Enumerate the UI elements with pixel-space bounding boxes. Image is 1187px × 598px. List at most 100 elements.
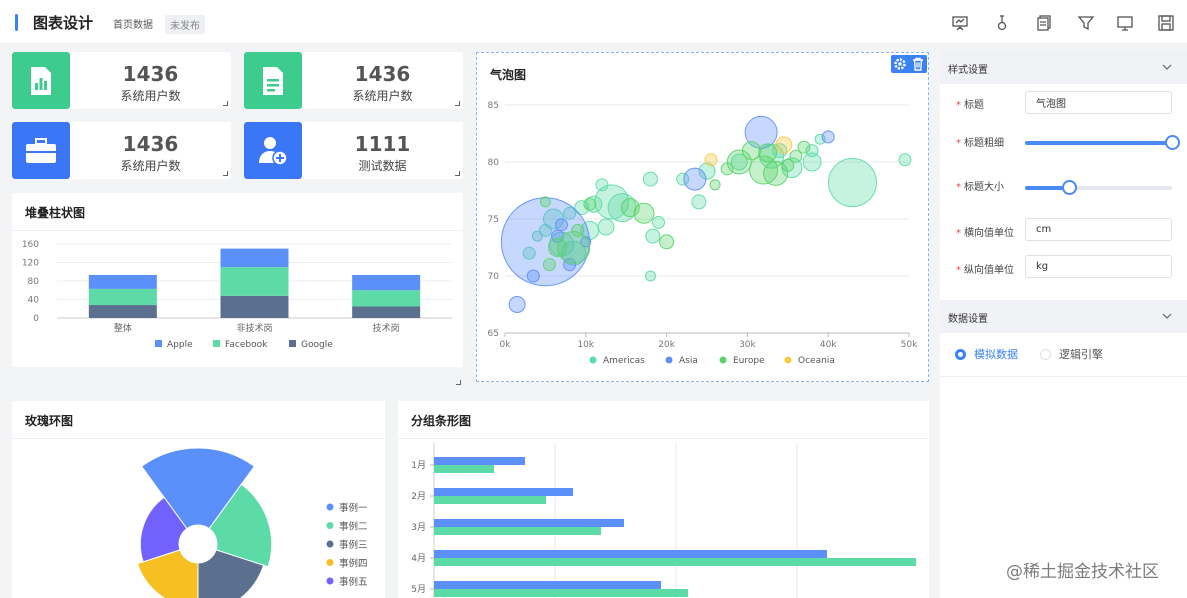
save-icon[interactable]: [1157, 14, 1175, 32]
y-tick-label: 0: [33, 314, 39, 324]
radio-dot: [1040, 348, 1051, 360]
resize-handle[interactable]: [223, 101, 228, 106]
y-tick-label: 40: [28, 296, 40, 306]
legend-swatch: [326, 540, 334, 548]
title-accent-bar: [15, 14, 18, 31]
title-weight-slider[interactable]: [1025, 135, 1180, 151]
x-tick-label: 40k: [820, 340, 837, 350]
bubble-chart: 65 70 75 80 85 0k 10k 20k 30k 40k 50k Americas Asia E…: [488, 101, 919, 366]
layers-icon[interactable]: [1035, 14, 1053, 32]
settings-icon[interactable]: [893, 57, 907, 71]
bubble-point: [531, 230, 543, 242]
bar: [434, 496, 546, 504]
stacked-bar-panel[interactable]: 堆叠柱状图 0 40 80 120 160 整体 非技术岗 技术岗 Apple Facebook G…: [12, 193, 463, 367]
stat-value: 1436: [354, 62, 411, 86]
rose-slice: [139, 496, 188, 563]
x-tick-label: 50k: [901, 340, 918, 350]
filter-icon[interactable]: [1077, 14, 1095, 32]
bubble-chart-panel[interactable]: 气泡图 65 70 75 80 85 0k 10k 20k 30k 40k 50k Americas A…: [476, 52, 929, 382]
x-tick-label: 技术岗: [373, 322, 400, 334]
divider: [12, 438, 385, 439]
bubble-point: [526, 269, 540, 283]
bubble-point: [741, 141, 761, 161]
bubble-point: [500, 197, 590, 287]
y-tick-label: 120: [22, 259, 39, 269]
slider-handle[interactable]: [1164, 135, 1180, 150]
stat-value: 1436: [122, 132, 179, 156]
legend-swatch: [326, 503, 334, 511]
bubble-point: [691, 194, 707, 210]
y-tick-label: 75: [488, 215, 499, 225]
rose-slice: [197, 549, 265, 598]
panel-actions: [891, 55, 927, 73]
bubble-point: [898, 153, 912, 167]
panel-title: 分组条形图: [411, 414, 472, 428]
vertical-unit-input[interactable]: [1025, 255, 1172, 278]
grouped-bar-panel[interactable]: 分组条形图 1月 2月 3月 4月 5月: [398, 401, 929, 598]
bubble-point: [730, 153, 748, 171]
bubble-point: [585, 195, 603, 213]
bar-segment: [220, 248, 289, 268]
x-tick-label: 整体: [114, 322, 132, 334]
bubble-point: [709, 179, 721, 191]
bubble-point: [597, 218, 615, 236]
bubble-point: [720, 162, 734, 176]
brush-icon[interactable]: [993, 14, 1011, 32]
bubble-point: [642, 171, 658, 187]
bubble-point: [781, 158, 795, 172]
style-section-header[interactable]: 样式设置: [940, 51, 1187, 84]
legend-swatch: [289, 340, 296, 347]
x-tick-label: 20k: [658, 340, 675, 350]
legend-label: 事例二: [339, 521, 368, 533]
stat-card[interactable]: 1436 系统用户数: [12, 122, 231, 179]
monitor-icon[interactable]: [1116, 14, 1134, 32]
slider-handle[interactable]: [1061, 180, 1077, 195]
bubble-point: [659, 234, 675, 250]
section-title: 样式设置: [948, 65, 988, 76]
stat-card[interactable]: 1436 系统用户数: [244, 52, 463, 109]
title-input[interactable]: [1025, 91, 1172, 114]
resize-handle[interactable]: [455, 171, 460, 176]
resize-handle[interactable]: [456, 380, 461, 385]
x-tick-label: 30k: [739, 340, 756, 350]
title-size-slider[interactable]: [1025, 180, 1172, 196]
x-tick-label: 非技术岗: [236, 322, 272, 334]
bubble-point: [555, 218, 569, 232]
legend-label: Apple: [167, 340, 193, 350]
resize-handle[interactable]: [223, 171, 228, 176]
bubble-point: [595, 178, 609, 192]
radio-dot: [955, 348, 966, 360]
radio-mock-data[interactable]: 模拟数据: [955, 346, 1018, 362]
divider: [398, 438, 929, 439]
bubble-point: [652, 215, 666, 229]
bar: [434, 550, 827, 558]
bubble-point: [821, 130, 835, 144]
y-tick-label: 1月: [411, 460, 426, 471]
presentation-icon[interactable]: [951, 14, 969, 32]
stat-label: 测试数据: [358, 159, 407, 173]
bubble-point: [775, 136, 793, 154]
bar-segment: [352, 306, 421, 318]
grouped-bar-chart: 1月 2月 3月 4月 5月: [411, 443, 916, 598]
y-tick-label: 70: [488, 272, 500, 282]
rose-chart-panel[interactable]: 玫瑰环图 事例一 事例二 事例三 事例四 事例五: [12, 401, 385, 598]
bubble-point: [744, 115, 778, 149]
legend-label: 事例五: [339, 576, 368, 588]
bar-segment: [88, 288, 157, 306]
section-title: 数据设置: [948, 314, 988, 325]
bar: [434, 581, 661, 589]
stat-card[interactable]: 1436 系统用户数: [12, 52, 231, 109]
horizontal-unit-input[interactable]: [1025, 218, 1172, 241]
stat-card[interactable]: 1111 测试数据: [244, 122, 463, 179]
stat-value: 1111: [354, 132, 411, 156]
document-icon: [244, 52, 302, 109]
slider-fill: [1025, 141, 1172, 145]
resize-handle[interactable]: [455, 101, 460, 106]
legend-label: Europe: [733, 356, 765, 366]
data-section-header[interactable]: 数据设置: [940, 300, 1187, 333]
radio-logic-engine[interactable]: 逻辑引擎: [1040, 346, 1103, 362]
divider: [940, 376, 1187, 377]
delete-icon[interactable]: [911, 57, 925, 71]
breadcrumb[interactable]: 首页数据: [113, 20, 153, 31]
